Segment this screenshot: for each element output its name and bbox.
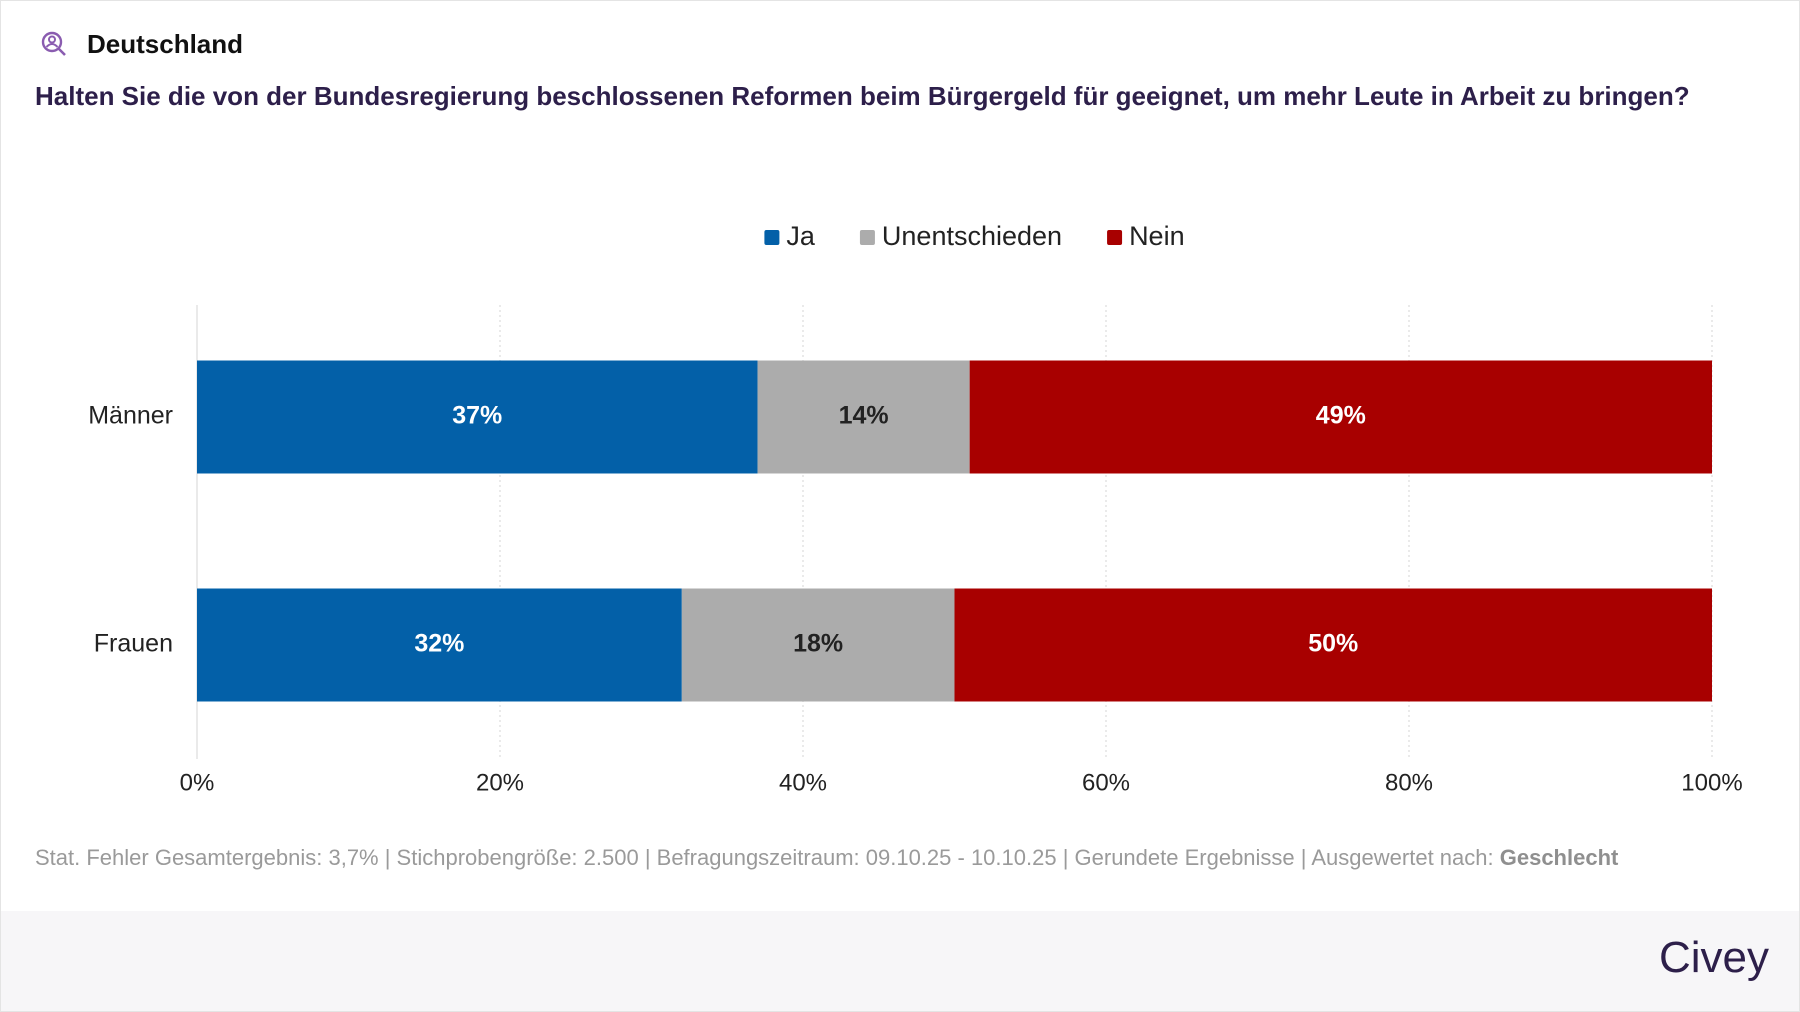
region: Deutschland xyxy=(87,29,244,59)
y-tick-label: Männer xyxy=(88,402,173,430)
bar-segment xyxy=(681,588,955,702)
value-label: 32% xyxy=(414,630,464,658)
x-tick-label: 20% xyxy=(476,769,524,796)
chart-title: Halten Sie die von der Bundesregierung b… xyxy=(35,81,1690,111)
footer: Civey xyxy=(1,911,1799,1011)
footnote-text: Stat. Fehler Gesamtergebnis: 3,7% | Stic… xyxy=(35,845,1494,870)
x-tick-label: 60% xyxy=(1082,769,1130,796)
bar-segment xyxy=(757,360,970,474)
value-label: 49% xyxy=(1316,402,1366,430)
value-label: 14% xyxy=(839,402,889,430)
legend-swatch xyxy=(1107,230,1123,245)
legend-label: Nein xyxy=(1129,221,1185,251)
legend-swatch xyxy=(764,230,780,245)
x-tick-label: 0% xyxy=(180,769,215,796)
y-tick-label: Frauen xyxy=(94,630,173,658)
legend-swatch xyxy=(859,230,875,245)
bar-segment xyxy=(197,588,682,702)
legend-label: Unentschieden xyxy=(882,221,1062,251)
value-label: 50% xyxy=(1308,630,1358,658)
bar-segment xyxy=(969,360,1712,474)
footnote-emphasis: Geschlecht xyxy=(1499,845,1619,870)
region-icon xyxy=(41,31,66,56)
bar-segment xyxy=(197,360,758,474)
footnote: Stat. Fehler Gesamtergebnis: 3,7% | Stic… xyxy=(35,845,1618,871)
x-tick-label: 40% xyxy=(779,769,827,796)
legend-label: Ja xyxy=(786,221,816,251)
bar-segment xyxy=(954,588,1712,702)
chart: 0% 20% 40% 60% 80% 100% Männer 37% 14% 49% Frauen 3… xyxy=(88,221,1742,796)
x-tick-label: 100% xyxy=(1681,769,1742,796)
x-tick-label: 80% xyxy=(1385,769,1433,796)
brand: Civey xyxy=(1658,933,1769,982)
value-label: 18% xyxy=(793,630,843,658)
value-label: 37% xyxy=(452,402,502,430)
